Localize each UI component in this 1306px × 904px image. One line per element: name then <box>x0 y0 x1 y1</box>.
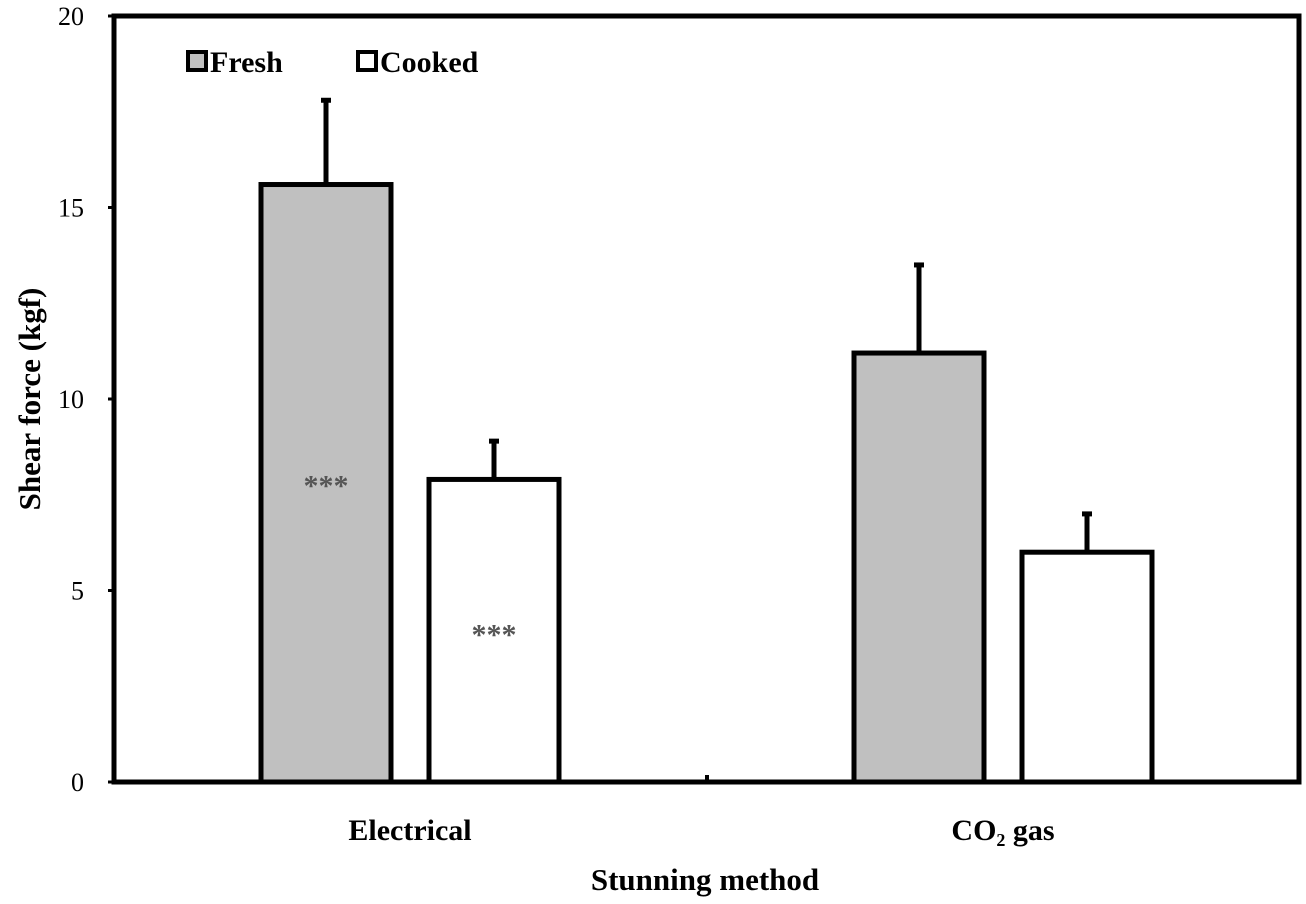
y-tick-label: 20 <box>58 2 84 31</box>
x-axis-title: Stunning method <box>591 862 819 897</box>
bar-fresh <box>851 350 987 785</box>
y-tick-label: 15 <box>58 194 84 223</box>
legend-label-cooked: Cooked <box>380 46 479 79</box>
y-tick-label: 10 <box>58 385 84 414</box>
bars-layer: *** *** <box>258 97 1155 785</box>
significance-annotation: *** <box>304 469 349 502</box>
y-tick-label: 5 <box>71 577 84 606</box>
y-tick-label: 0 <box>71 768 84 797</box>
y-axis-title: Shear force (kgf) <box>12 288 47 511</box>
legend-label-fresh: Fresh <box>210 46 283 79</box>
legend-swatch-fresh <box>186 50 208 72</box>
significance-annotation: *** <box>472 619 517 652</box>
legend: Fresh Cooked <box>186 46 479 79</box>
x-category-label: Electrical <box>348 814 471 847</box>
legend-swatch-cooked <box>356 50 378 72</box>
axis-layer: 0 5 10 15 20 Electrical CO₂ gas <box>58 2 1055 847</box>
x-category-label: CO₂ gas <box>951 814 1054 847</box>
bar-cooked <box>1019 549 1155 785</box>
